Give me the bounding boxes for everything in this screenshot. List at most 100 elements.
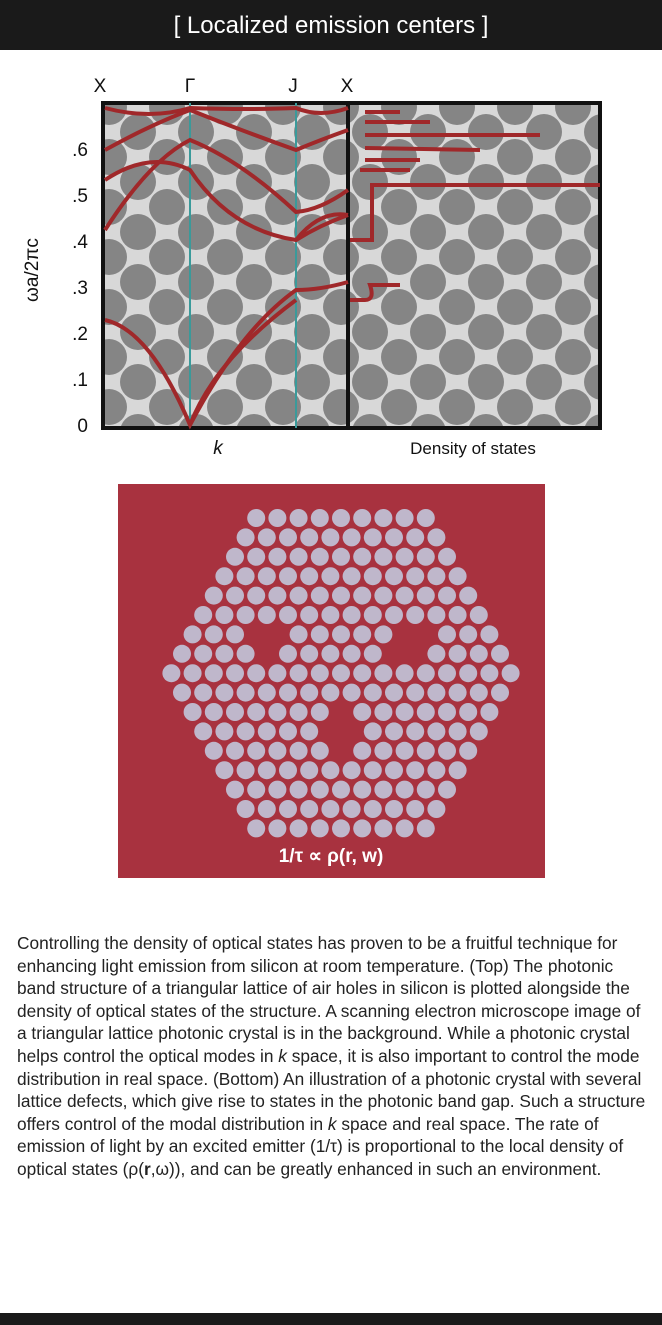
lattice-hole [343, 645, 361, 663]
lattice-hole [194, 645, 212, 663]
lattice-hole [406, 684, 424, 702]
caption: Controlling the density of optical state… [17, 932, 649, 1181]
y-label: .3 [72, 278, 88, 299]
lattice-hole [268, 509, 286, 527]
lattice-hole [258, 684, 276, 702]
lattice-hole [237, 528, 255, 546]
lattice-hole [247, 742, 265, 760]
y-label: 0 [77, 416, 88, 437]
lattice-hole [396, 587, 414, 605]
lattice-hole [321, 800, 339, 818]
lattice-hole [226, 742, 244, 760]
top-label: X [341, 76, 354, 97]
lattice-hole [247, 509, 265, 527]
lattice-hole [417, 587, 435, 605]
lattice-hole [491, 684, 509, 702]
footer-bar [0, 1313, 662, 1325]
lattice-hole [491, 645, 509, 663]
lattice-hole [321, 606, 339, 624]
lattice-hole [162, 664, 180, 682]
lattice-hole [173, 645, 191, 663]
lattice-hole [427, 528, 445, 546]
lattice-hole [417, 703, 435, 721]
lattice-hole [258, 567, 276, 585]
lattice-hole [449, 761, 467, 779]
lattice-hole [406, 567, 424, 585]
lattice-hole [385, 761, 403, 779]
lattice-hole [300, 722, 318, 740]
lattice-hole [364, 722, 382, 740]
lattice-hole [332, 781, 350, 799]
lattice-hole [427, 761, 445, 779]
lattice-hole [321, 684, 339, 702]
lattice-hole [385, 606, 403, 624]
y-axis-label: ωa/2πc [22, 238, 43, 302]
lattice-hole [258, 606, 276, 624]
lattice-hole [459, 587, 477, 605]
lattice-hole [194, 606, 212, 624]
lattice-hole [215, 606, 233, 624]
lattice-hole [321, 528, 339, 546]
page: [ Localized emission centers ] X Γ J X 0… [0, 0, 662, 1325]
lattice-hole [364, 528, 382, 546]
lattice-hole [417, 781, 435, 799]
lattice-hole [300, 684, 318, 702]
lattice-hole [311, 548, 329, 566]
lattice-hole [449, 722, 467, 740]
lattice-hole [385, 722, 403, 740]
lattice-hole [438, 781, 456, 799]
lattice-hole [385, 800, 403, 818]
lattice-hole [300, 761, 318, 779]
y-label: .2 [72, 324, 88, 345]
top-label: Γ [185, 76, 195, 97]
lattice-hole [173, 684, 191, 702]
lattice-hole [268, 742, 286, 760]
lattice-hole [353, 742, 371, 760]
lattice-hole [385, 528, 403, 546]
lattice-hole [258, 761, 276, 779]
lattice-hole [215, 684, 233, 702]
lattice-hole [237, 684, 255, 702]
lattice-hole [417, 509, 435, 527]
lattice-hole [364, 761, 382, 779]
lattice-hole [311, 587, 329, 605]
lattice-hole [470, 606, 488, 624]
lattice-hole [311, 625, 329, 643]
lattice-hole [279, 722, 297, 740]
lattice-hole [502, 664, 520, 682]
lattice-hole [184, 625, 202, 643]
lattice-hole [268, 703, 286, 721]
lattice-hole [290, 509, 308, 527]
lattice-hole [300, 567, 318, 585]
lattice-hole [237, 567, 255, 585]
caption-text: r [144, 1159, 151, 1179]
lattice-hole [226, 781, 244, 799]
lattice-hole [396, 742, 414, 760]
lattice-hole [258, 528, 276, 546]
lattice-hole [205, 703, 223, 721]
lattice-hole [374, 625, 392, 643]
lattice-hole [258, 722, 276, 740]
lattice-hole [374, 819, 392, 837]
lattice-hole [374, 703, 392, 721]
lattice-hole [417, 664, 435, 682]
lattice-hole [321, 761, 339, 779]
lattice-hole [332, 664, 350, 682]
lattice-hole [480, 625, 498, 643]
lattice-hole [205, 742, 223, 760]
lattice-hole [332, 819, 350, 837]
x-axis-label: k [213, 438, 224, 459]
y-label: .6 [72, 140, 88, 161]
lattice-hole [343, 761, 361, 779]
lattice-hole [427, 800, 445, 818]
lattice-hole [321, 645, 339, 663]
lattice-hole [396, 781, 414, 799]
lattice-hole [321, 567, 339, 585]
lattice-hole [290, 664, 308, 682]
lattice-hole [406, 722, 424, 740]
lattice-hole [396, 548, 414, 566]
caption-text: k [328, 1114, 337, 1134]
lattice-hole [406, 528, 424, 546]
lattice-hole [290, 742, 308, 760]
lattice-hole [279, 567, 297, 585]
